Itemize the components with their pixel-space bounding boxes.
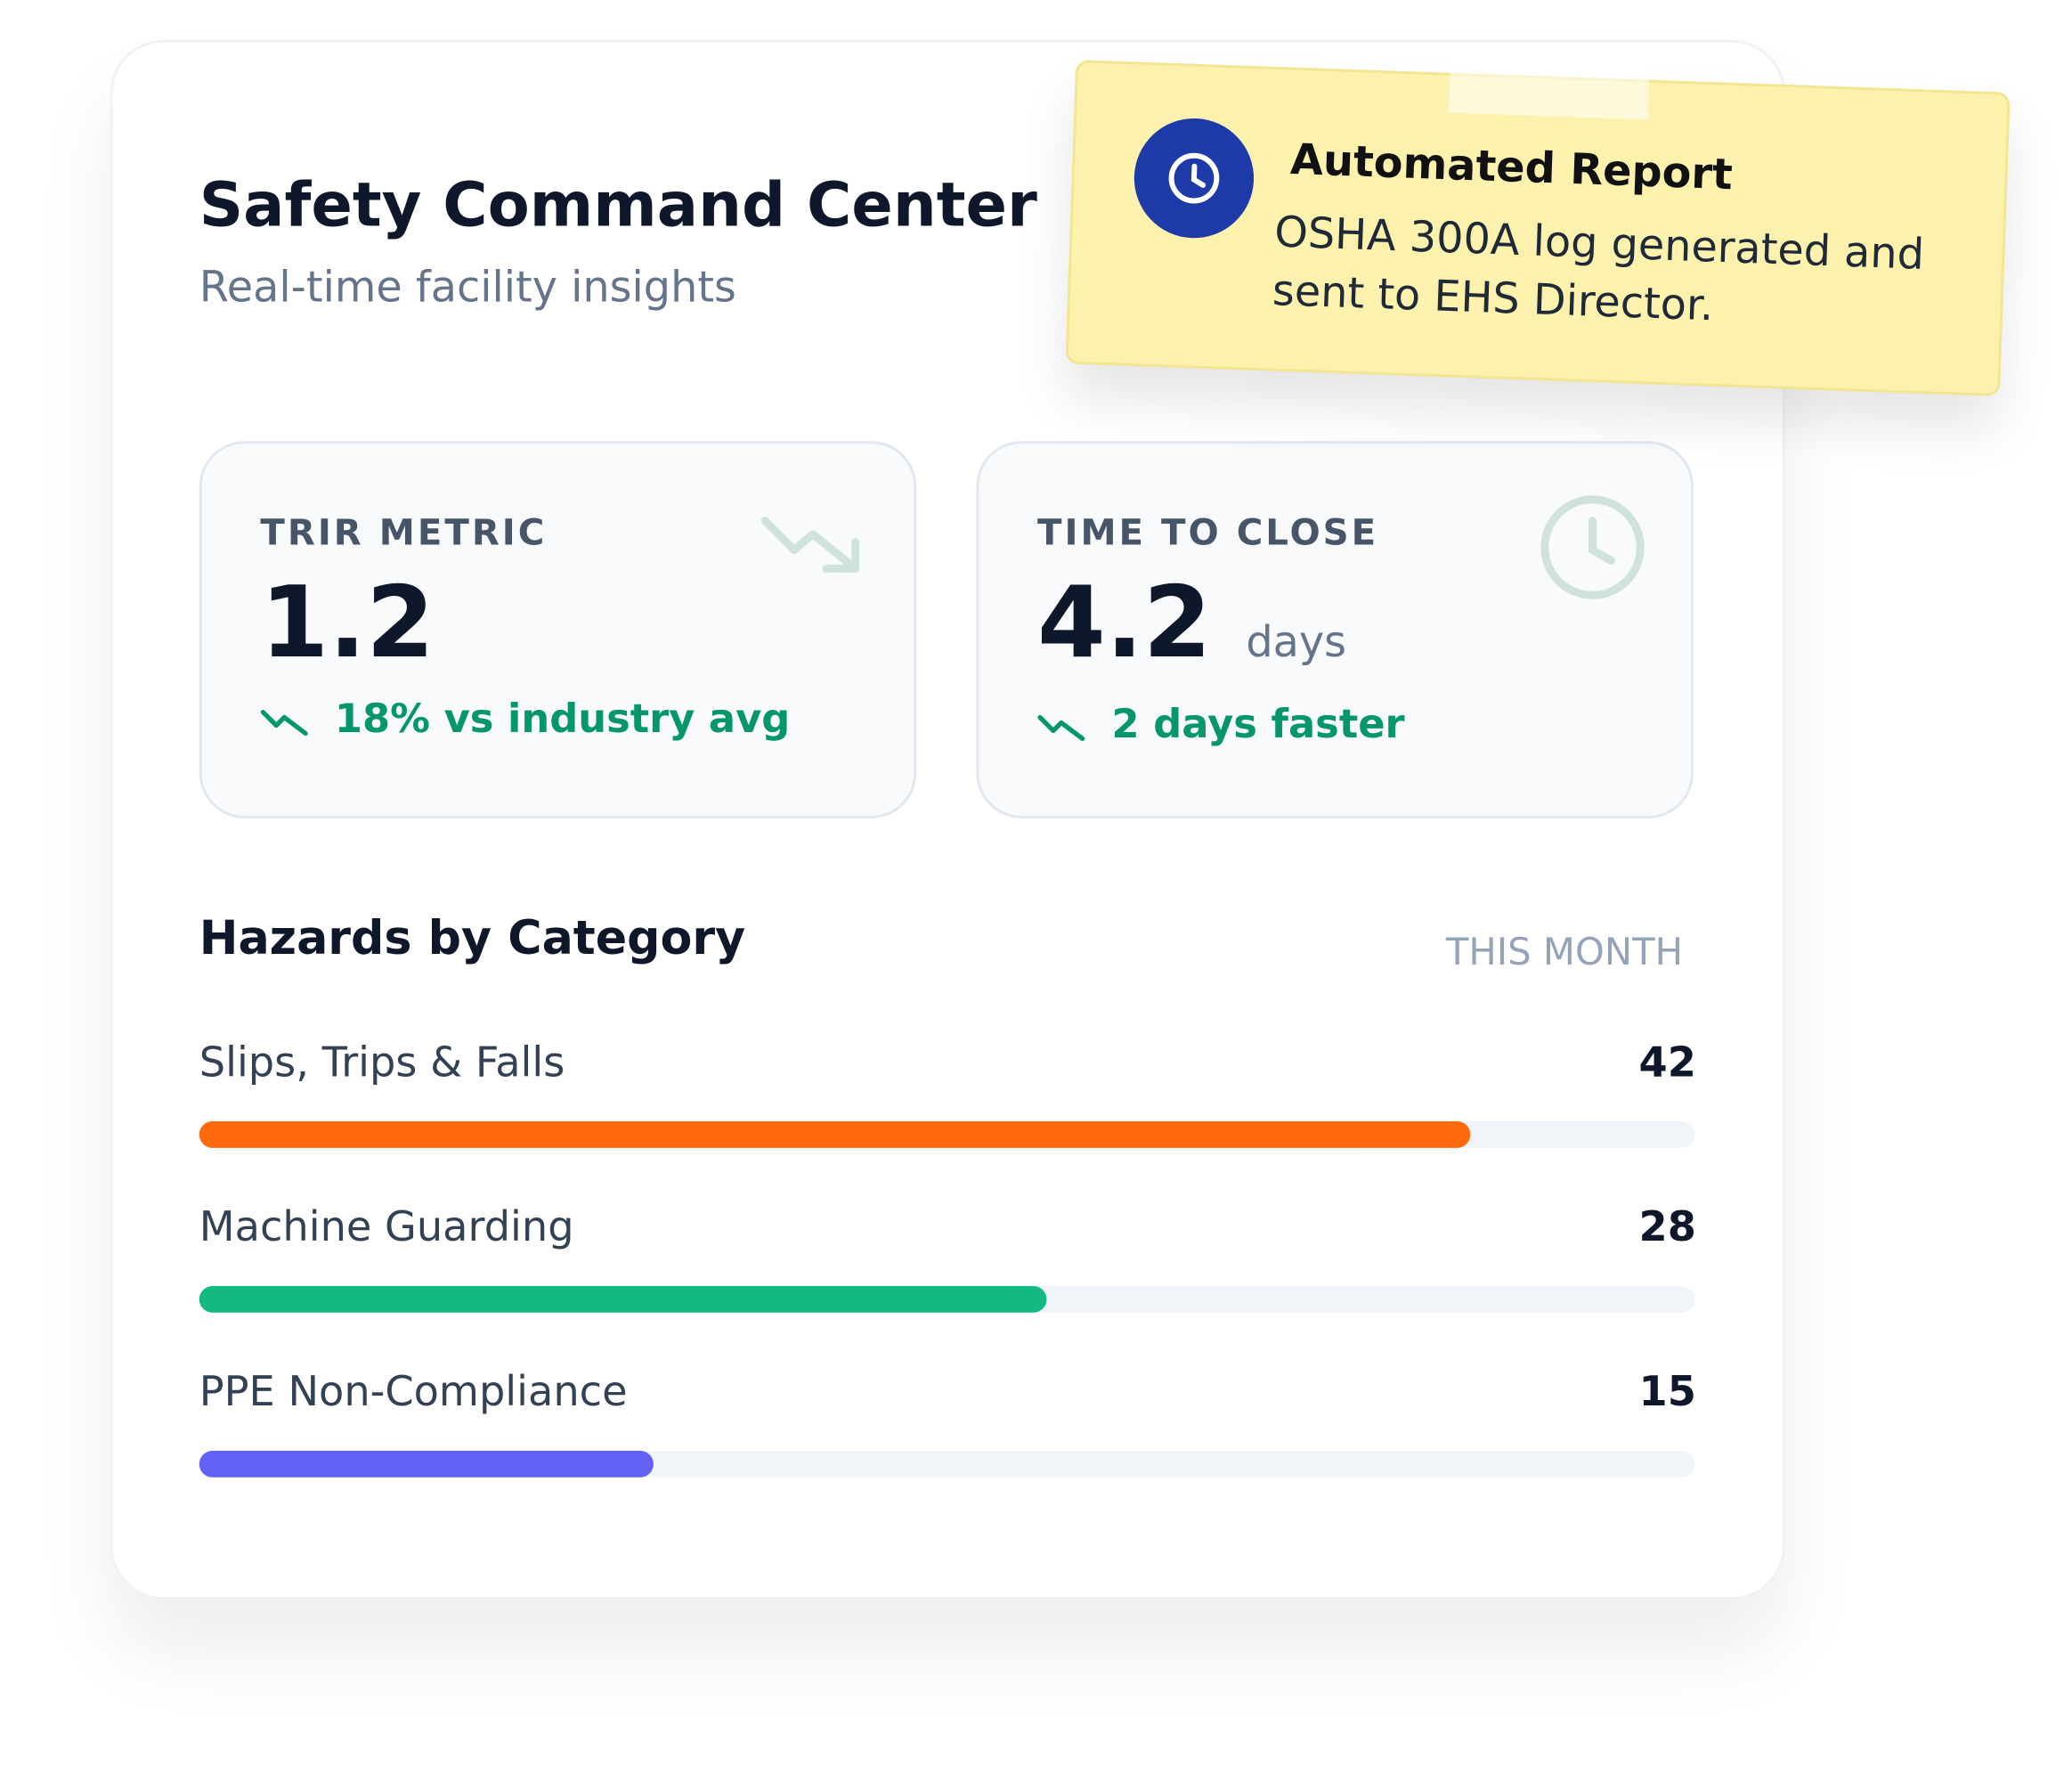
metric-label: TIME TO CLOSE <box>1037 512 1379 555</box>
metric-change: 2 days faster <box>1111 701 1405 748</box>
hazard-value: 42 <box>1638 1038 1696 1087</box>
bar-track <box>199 1120 1695 1148</box>
metric-change: 18% vs industry avg <box>334 696 791 743</box>
metric-unit: days <box>1246 616 1347 667</box>
clock-icon <box>1540 495 1645 599</box>
period-label: THIS MONTH <box>1445 930 1683 974</box>
trend-down-icon <box>1037 714 1085 741</box>
metric-value-row: 4.2 days <box>1037 566 1346 680</box>
bar-track <box>199 1450 1695 1478</box>
hazard-name: Machine Guarding <box>199 1203 574 1252</box>
notification-message: OSHA 300A log generated and sent to EHS … <box>1272 206 1925 331</box>
metric-label: TRIR METRIC <box>260 512 548 555</box>
bar-track <box>199 1285 1695 1313</box>
bar <box>199 1450 654 1478</box>
bar <box>199 1120 1471 1148</box>
metric-card: TIME TO CLOSE 4.2 days 2 days faster <box>976 441 1694 818</box>
notification-title: Automated Report <box>1289 134 1734 200</box>
tape <box>1449 59 1650 120</box>
metric-value: 1.2 <box>260 566 435 680</box>
card-subtitle: Real-time facility insights <box>199 261 736 313</box>
card-title: Safety Command Center <box>199 168 1037 240</box>
metric-value: 4.2 <box>1037 566 1212 680</box>
trend-icon <box>760 517 860 573</box>
hazard-value: 28 <box>1638 1203 1696 1252</box>
notification-icon <box>1134 118 1255 239</box>
hazard-value: 15 <box>1638 1368 1696 1417</box>
hazard-name: PPE Non-Compliance <box>199 1368 628 1417</box>
section-title: Hazards by Category <box>199 912 746 966</box>
notification: Automated Report OSHA 300A log generated… <box>1065 59 2011 397</box>
bar <box>199 1285 1047 1313</box>
hazard-name: Slips, Trips & Falls <box>199 1038 565 1087</box>
metric-card: TRIR METRIC 1.2 18% vs industry avg <box>199 441 917 818</box>
trend-down-icon <box>260 709 308 737</box>
